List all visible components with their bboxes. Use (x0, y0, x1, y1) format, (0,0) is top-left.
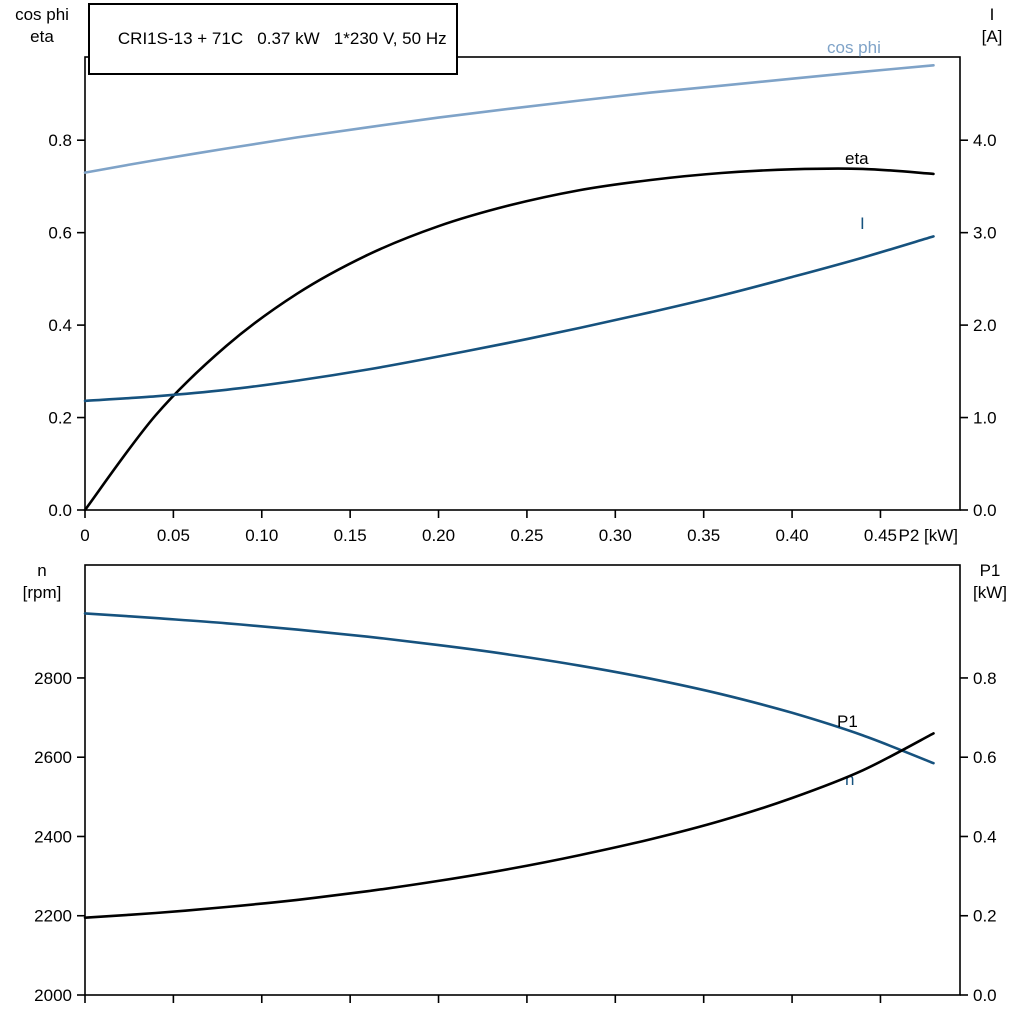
right-tick-label: 4.0 (973, 131, 997, 150)
x-tick-label: 0.45 (864, 526, 897, 545)
curve-eta (83, 167, 935, 512)
chart-title-box: CRI1S-13 + 71C 0.37 kW 1*230 V, 50 Hz (88, 3, 458, 75)
plot-frame (84, 564, 961, 996)
left-tick-label: 2200 (34, 907, 72, 926)
right-axis-label-line2: [kW] (973, 583, 1007, 602)
left-tick-label: 0.0 (48, 501, 72, 520)
x-tick-label: 0.40 (776, 526, 809, 545)
right-tick-label: 2.0 (973, 316, 997, 335)
top-chart-left-axis-label: cos phi eta (4, 4, 80, 48)
chart-title: CRI1S-13 + 71C 0.37 kW 1*230 V, 50 Hz (117, 29, 447, 48)
left-axis-label-line2: eta (30, 27, 54, 46)
right-axis-label-line2: [A] (981, 27, 1003, 46)
x-tick-label: 0.25 (510, 526, 543, 545)
curve-label-p1: P1 (837, 712, 858, 731)
right-tick-label: 3.0 (973, 224, 997, 243)
right-tick-label: 1.0 (973, 409, 997, 428)
left-tick-label: 2800 (34, 669, 72, 688)
right-tick-label: 0.8 (973, 669, 997, 688)
chart-area-0: 0.0 0.2 0.4 0.6 0.8 0.0 1.0 2.0 3.0 4.0 0 0.05 0.10 0… (48, 38, 996, 545)
x-tick-label: 0.05 (157, 526, 190, 545)
left-tick-label: 2000 (34, 986, 72, 1005)
right-axis-label-line1: P1 (979, 561, 1001, 580)
x-axis-label: P2 [kW] (898, 526, 958, 545)
bottom-chart-left-axis-label: n [rpm] (4, 560, 80, 604)
right-tick-label: 0.0 (973, 986, 997, 1005)
x-tick-label: 0.15 (334, 526, 367, 545)
right-tick-label: 0.4 (973, 827, 997, 846)
left-axis-label-line1: cos phi (15, 5, 69, 24)
left-tick-label: 2600 (34, 748, 72, 767)
left-tick-label: 0.4 (48, 316, 72, 335)
plot-frame (84, 56, 961, 511)
right-tick-label: 0.2 (973, 907, 997, 926)
left-tick-label: 0.2 (48, 409, 72, 428)
left-axis-label-line1: n (37, 561, 47, 580)
x-tick-label: 0.10 (245, 526, 278, 545)
curve-label-n: n (845, 770, 854, 789)
chart-area-1: 2000 2200 2400 2600 2800 0.0 0.2 0.4 0.6 0.8 n P1 (34, 564, 997, 1005)
left-tick-label: 0.8 (48, 131, 72, 150)
curve-label-cos-phi: cos phi (827, 38, 881, 57)
right-axis-label-line1: I (989, 5, 995, 24)
curve-label-i: I (860, 214, 865, 233)
right-tick-label: 0.6 (973, 748, 997, 767)
top-chart-right-axis-label: I [A] (964, 4, 1020, 48)
x-tick-label: 0.20 (422, 526, 455, 545)
left-tick-label: 0.6 (48, 224, 72, 243)
curve-cos-phi (83, 64, 935, 174)
curve-n (83, 612, 935, 765)
left-axis-label-line2: [rpm] (22, 583, 62, 602)
x-tick-label: 0.35 (687, 526, 720, 545)
x-tick-label: 0 (80, 526, 89, 545)
left-tick-label: 2400 (34, 827, 72, 846)
curve-label-eta: eta (845, 149, 869, 168)
bottom-chart-right-axis-label: P1 [kW] (960, 560, 1020, 604)
right-tick-label: 0.0 (973, 501, 997, 520)
x-tick-label: 0.30 (599, 526, 632, 545)
curve-p1 (83, 732, 935, 919)
curve-i (83, 235, 935, 403)
